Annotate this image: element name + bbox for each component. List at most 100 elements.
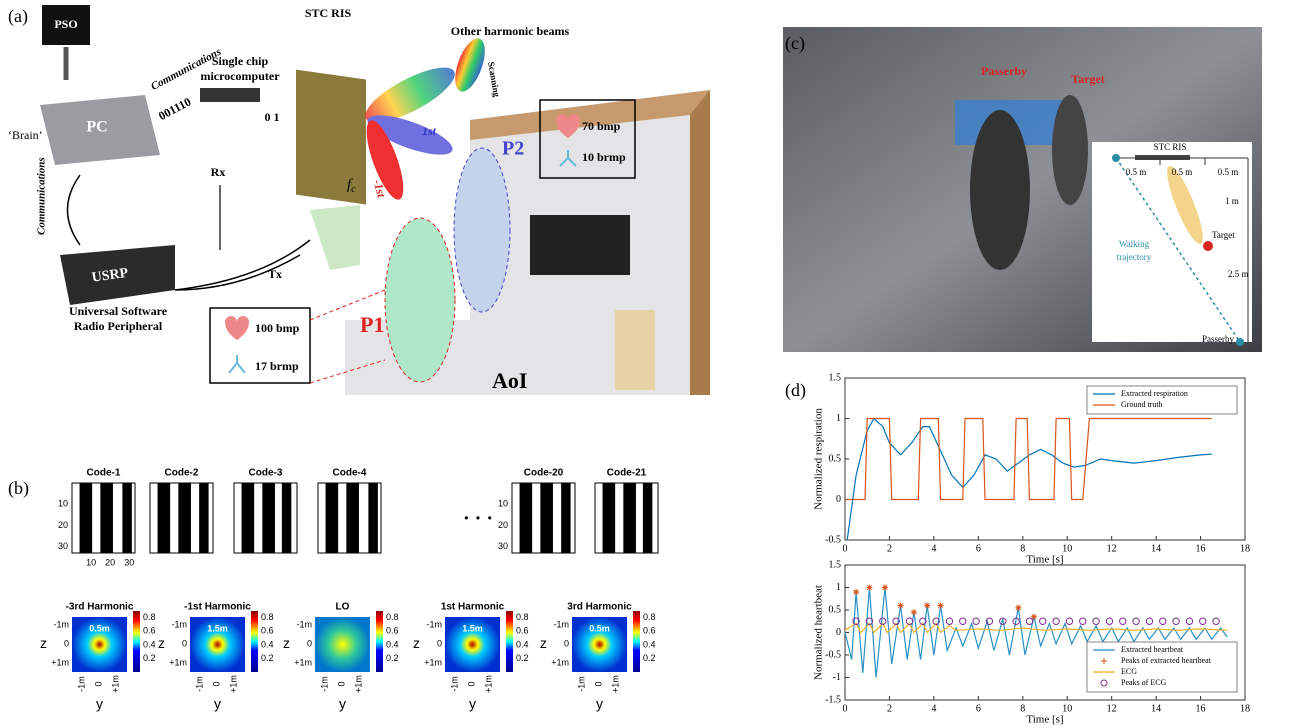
legend-label: Extracted heartbeat — [1121, 645, 1184, 654]
inset-point — [1236, 338, 1244, 346]
colorbar-tick: 0.8 — [261, 612, 274, 622]
heatmap-title: -3rd Harmonic — [66, 602, 134, 613]
panel-label: (a) — [8, 6, 28, 27]
y-axis-label: y — [469, 696, 476, 712]
comm-label: Communications — [36, 157, 48, 235]
scanning-label: Scanning — [486, 61, 502, 98]
x-tick-label: 20 — [105, 557, 115, 567]
usrp-caption: Radio Peripheral — [74, 319, 163, 333]
vital-label: 10 brmp — [582, 150, 626, 164]
y-axis-label: Normalized respiration — [813, 408, 825, 510]
y-tick: 0 — [466, 681, 476, 686]
lung-icon — [229, 355, 245, 373]
inset-label: 2.5 m — [1228, 269, 1249, 279]
room-wall-side — [690, 90, 710, 395]
y-tick: 0 — [211, 681, 221, 686]
x-tick-label: 18 — [1240, 703, 1250, 714]
y-axis-label: Normalized heartbeat — [813, 585, 825, 680]
z-tick: +1m — [551, 657, 569, 667]
x-tick-label: 10 — [86, 557, 96, 567]
y-tick: 0 — [336, 681, 346, 686]
z-axis-label: z — [413, 635, 420, 651]
code-title: Code-1 — [87, 468, 121, 479]
legend-label: Ground truth — [1121, 400, 1163, 409]
tx-horn — [310, 205, 360, 270]
code-stripe — [282, 483, 291, 553]
z-axis-label: z — [283, 635, 290, 651]
y-tick: 0 — [593, 681, 603, 686]
inset-label: Walking — [1119, 239, 1150, 249]
y-tick-label: 1 — [836, 413, 841, 424]
person-p2 — [454, 148, 510, 312]
x-tick-label: 12 — [1107, 543, 1117, 554]
code-stripe — [520, 483, 533, 553]
colorbar-tick: 0.8 — [143, 612, 156, 622]
code-stripe — [262, 483, 275, 553]
colorbar-tick: 0.6 — [261, 626, 274, 636]
colorbar-tick: 0.6 — [386, 626, 399, 636]
colorbar-tick: 0.4 — [516, 639, 529, 649]
y-tick: 0 — [93, 681, 103, 686]
heatmap — [315, 617, 370, 672]
legend-label: ECG — [1121, 667, 1137, 676]
panel-label: (b) — [8, 478, 29, 499]
code-title: Code-20 — [524, 468, 564, 479]
y-tick-label: 1.5 — [829, 559, 842, 570]
y-tick-label: -1 — [833, 672, 841, 683]
beam-label: 1st — [422, 124, 437, 138]
z-tick: +1m — [169, 657, 187, 667]
marker — [853, 589, 859, 595]
y-tick-label: 0 — [836, 494, 841, 505]
legend-label: Extracted respiration — [1121, 389, 1188, 398]
code-stripe — [346, 483, 359, 553]
y-tick-label: 1 — [836, 582, 841, 593]
ris-label: STC RIS — [305, 6, 352, 20]
marker — [882, 585, 888, 591]
brain-label: ‘Brain’ — [8, 128, 43, 142]
legend-label: Peaks of ECG — [1121, 678, 1167, 687]
colorbar-tick: 0.8 — [516, 612, 529, 622]
y-axis-label: y — [339, 696, 346, 712]
z-tick: 0 — [437, 638, 442, 648]
ellipsis: · · · — [463, 508, 493, 530]
mcu — [200, 88, 260, 102]
marker — [1015, 605, 1021, 611]
marker — [938, 603, 944, 609]
x-tick-label: 18 — [1240, 543, 1250, 554]
y-tick-label: 0.5 — [829, 453, 842, 464]
heatmap-title: -1st Harmonic — [184, 602, 251, 613]
colorbar-tick: 0.8 — [643, 612, 656, 622]
x-tick-label: 30 — [124, 557, 134, 567]
panel-a: (a) PSO ‘Brain’ PC Communications 001110… — [8, 5, 710, 395]
colorbar-tick: 0.6 — [143, 626, 156, 636]
y-tick: -1m — [576, 676, 586, 692]
code-stripe — [643, 483, 652, 553]
y-axis-label: y — [96, 696, 103, 712]
x-tick-label: 10 — [1062, 703, 1072, 714]
heatmap-title: 1st Harmonic — [441, 602, 505, 613]
x-tick-label: 2 — [887, 543, 892, 554]
z-tick: 0 — [307, 638, 312, 648]
y-axis-label: y — [596, 696, 603, 712]
pso-label: PSO — [54, 17, 77, 31]
y-tick: +1m — [228, 675, 238, 693]
spacing-label: 1.5m — [207, 623, 228, 633]
x-axis-label: Time [s] — [1026, 554, 1063, 566]
y-tick: +1m — [610, 675, 620, 693]
inset-label: STC RIS — [1154, 142, 1187, 152]
z-tick: 0 — [564, 638, 569, 648]
y-tick-label: 10 — [498, 499, 508, 509]
code-stripe — [623, 483, 636, 553]
x-tick-label: 2 — [887, 703, 892, 714]
inset-label: Passerby — [1202, 334, 1234, 344]
vital-label: 17 brmp — [255, 359, 299, 373]
heatmap-title: 3rd Harmonic — [567, 602, 632, 613]
x-tick-label: 4 — [931, 703, 936, 714]
colorbar — [133, 611, 140, 672]
code-title: Code-4 — [333, 468, 367, 479]
x-tick-label: 8 — [1020, 543, 1025, 554]
colorbar-tick: 0.2 — [516, 653, 529, 663]
z-axis-label: z — [540, 635, 547, 651]
pc-label: PC — [86, 119, 107, 136]
y-tick-label: -1.5 — [825, 694, 841, 705]
